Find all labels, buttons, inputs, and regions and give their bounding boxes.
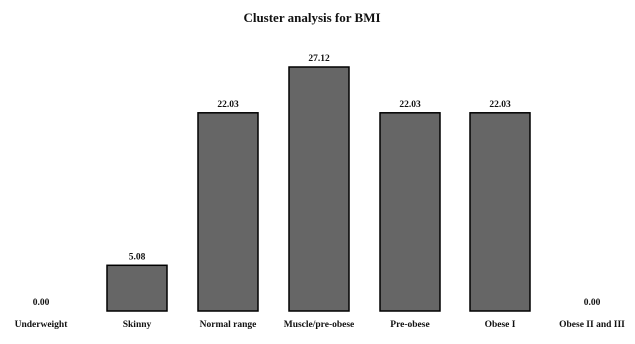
data-label-obese-i: 22.03: [489, 100, 511, 110]
category-label-obese-i: Obese I: [485, 320, 516, 330]
data-label-muscle-pre-obese: 27.12: [308, 54, 330, 64]
data-label-obese-ii-and-iii: 0.00: [584, 298, 601, 308]
category-label-muscle-pre-obese: Muscle/pre-obese: [284, 320, 355, 330]
category-label-underweight: Underweight: [15, 320, 69, 330]
bar-obese-i: [469, 112, 531, 312]
data-label-underweight: 0.00: [33, 298, 50, 308]
bars-group: [106, 66, 531, 312]
category-label-obese-ii-and-iii: Obese II and III: [559, 320, 625, 330]
data-label-pre-obese: 22.03: [399, 100, 421, 110]
data-label-normal-range: 22.03: [217, 100, 239, 110]
bar-muscle-pre-obese: [288, 66, 350, 312]
category-labels-group: Underweight Skinny Normal range Muscle/pre-…: [15, 320, 626, 330]
category-label-normal-range: Normal range: [200, 320, 257, 330]
bar-normal-range: [197, 112, 259, 312]
category-label-pre-obese: Pre-obese: [390, 320, 429, 330]
chart-title: Cluster analysis for BMI: [243, 10, 380, 25]
bar-skinny: [106, 264, 168, 312]
data-label-skinny: 5.08: [129, 252, 146, 262]
bar-pre-obese: [379, 112, 441, 312]
data-labels-group: 0.00 5.08 22.03 27.12 22.03 22.03 0.00: [33, 54, 601, 308]
category-label-skinny: Skinny: [123, 320, 152, 330]
